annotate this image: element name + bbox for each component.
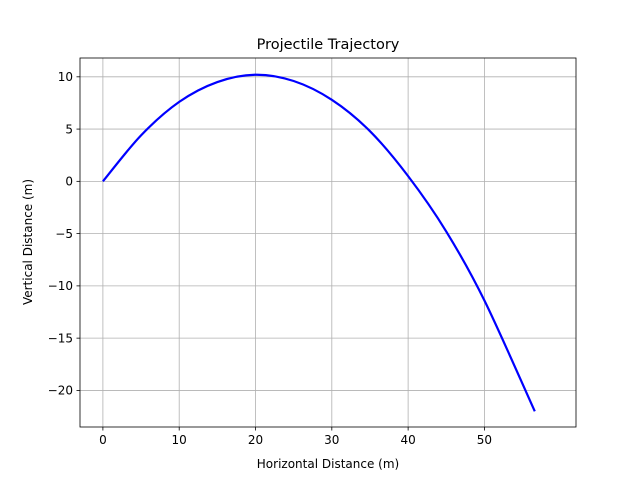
trajectory-line	[102, 73, 536, 412]
x-tick-label: 50	[477, 433, 492, 447]
y-tick-label: −20	[48, 384, 73, 398]
x-tick-label: 30	[324, 433, 339, 447]
plot-area-frame	[79, 57, 577, 428]
y-axis-ticks: 10 5 0 −5 −10 −15 −20	[48, 70, 80, 398]
grid-lines	[80, 58, 576, 427]
x-axis-title: Horizontal Distance (m)	[257, 457, 399, 471]
y-tick-label: −5	[55, 227, 73, 241]
x-axis-ticks: 0 10 20 30 40 50	[99, 427, 492, 447]
x-tick-label: 0	[99, 433, 107, 447]
chart-title: Projectile Trajectory	[257, 37, 400, 53]
x-tick-label: 10	[172, 433, 187, 447]
y-tick-label: −15	[48, 331, 73, 345]
y-tick-label: 0	[65, 175, 73, 189]
y-tick-label: −10	[48, 279, 73, 293]
x-tick-label: 20	[248, 433, 263, 447]
x-tick-label: 40	[400, 433, 415, 447]
y-axis-title: Vertical Distance (m)	[21, 179, 35, 305]
y-tick-label: 10	[58, 70, 73, 84]
y-tick-label: 5	[65, 122, 73, 136]
series-layer	[102, 73, 536, 412]
